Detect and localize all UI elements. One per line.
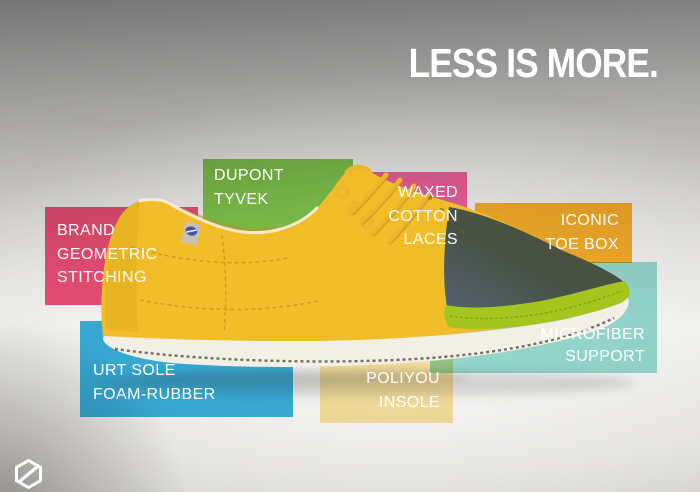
collar-inside (175, 207, 292, 233)
label-line: GEOMETRIC (57, 245, 158, 263)
label-text: WAXED COTTON LACES (388, 181, 458, 252)
label-line: STITCHING (57, 269, 147, 286)
label-line: COTTON (388, 207, 458, 225)
label-line: DUPONT (214, 167, 284, 184)
page-title: LESS IS MORE. (408, 40, 659, 86)
label-line: POLIYOU (366, 370, 440, 387)
label-text: URT SOLE FOAM-RUBBER (93, 359, 216, 407)
label-line: TOE BOX (545, 235, 619, 253)
sole-speckle-line (114, 316, 615, 363)
geometric-stitching (130, 234, 319, 333)
collar-piping (138, 198, 320, 235)
label-text: POLIYOU INSOLE (366, 367, 440, 414)
toe-rand (444, 281, 630, 330)
label-line: SUPPORT (565, 348, 645, 365)
laces (335, 164, 431, 246)
toe-box-felt (444, 207, 624, 309)
label-text: DUPONT TYVEK (214, 164, 284, 211)
heel-shading (105, 201, 140, 332)
label-line: FOAM-RUBBER (93, 386, 216, 403)
label-line: WAXED (397, 184, 458, 201)
label-line: ICONIC (560, 212, 619, 229)
label-text: MICROFIBER SUPPORT (541, 324, 645, 368)
label-line: BRAND (57, 222, 116, 239)
lace-shadows (352, 177, 430, 245)
rand-stitch (449, 290, 623, 320)
label-line: INSOLE (378, 393, 440, 411)
label-line: TYVEK (214, 190, 269, 208)
label-line: URT SOLE (93, 362, 176, 379)
shoe-sole (103, 294, 629, 367)
eyelets (427, 195, 466, 235)
label-line: LACES (403, 231, 458, 248)
label-text: BRAND GEOMETRIC STITCHING (57, 219, 158, 290)
label-line: MICROFIBER (540, 326, 645, 343)
hexagon-slash-logo-icon (15, 459, 42, 489)
label-text: ICONIC TOE BOX (545, 209, 619, 256)
heel-tag (181, 221, 201, 246)
shoe-shadow-core (130, 371, 470, 385)
